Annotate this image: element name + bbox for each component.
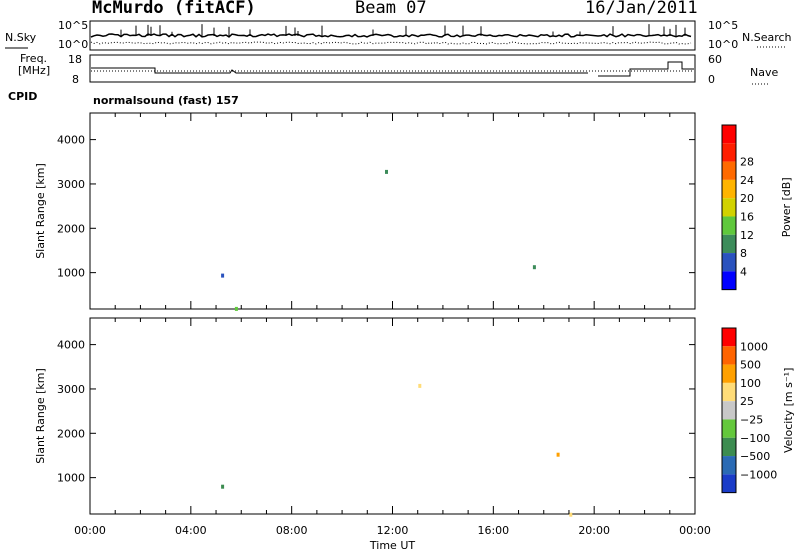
- velocity-colorbar-frame: [721, 327, 737, 494]
- power-colorbar-tick-label: 4: [740, 265, 747, 278]
- power-ytick-label: 4000: [57, 134, 85, 147]
- nsearch-tick-high: 10^5: [708, 19, 739, 32]
- power-colorbar-segment: [722, 161, 736, 180]
- power-colorbar-segment: [722, 271, 736, 290]
- velocity-colorbar-tick-label: −25: [740, 413, 763, 426]
- velocity-panel-frame: [89, 317, 696, 517]
- power-colorbar-segment: [722, 179, 736, 199]
- velocity-colorbar-tick-label: −100: [740, 432, 770, 445]
- power-colorbar-segment: [722, 198, 736, 217]
- xtick-label: 00:00: [679, 524, 711, 537]
- power-colorbar-segment: [722, 216, 736, 235]
- nsearch-line: [90, 41, 692, 45]
- freq-tick-high: 18: [68, 53, 82, 66]
- power-colorbar-tick-label: 20: [740, 192, 754, 205]
- station-title: McMurdo (fitACF): [92, 0, 256, 18]
- velocity-cell: [569, 512, 573, 517]
- velocity-colorbar-tick-label: 100: [740, 377, 761, 390]
- xtick-label: 00:00: [74, 524, 106, 537]
- nsky-tick-high: 10^5: [58, 19, 89, 32]
- cpid-value: normalsound (fast) 157: [93, 94, 239, 107]
- freq-line-2: [598, 61, 694, 77]
- xtick-label: 04:00: [175, 524, 207, 537]
- velocity-ytick-label: 1000: [57, 472, 85, 485]
- power-ylabel: Slant Range [km]: [34, 163, 47, 259]
- velocity-ylabel: Slant Range [km]: [34, 368, 47, 464]
- power-colorbar-segment: [722, 143, 736, 162]
- power-colorbar-label: Power [dB]: [780, 177, 793, 237]
- velocity-cell: [418, 383, 422, 388]
- velocity-colorbar-segment: [722, 364, 736, 383]
- velocity-colorbar-segment: [722, 346, 736, 365]
- velocity-colorbar-tick-label: −1000: [740, 468, 777, 481]
- power-colorbar-tick-label: 8: [740, 247, 747, 260]
- nsky-line: [90, 33, 692, 38]
- nsky-label: N.Sky: [5, 31, 37, 44]
- xlabel: Time UT: [369, 539, 415, 552]
- date-title: 16/Jan/2011: [585, 0, 698, 18]
- xtick-label: 12:00: [377, 524, 409, 537]
- power-cell: [221, 273, 225, 278]
- velocity-colorbar-segment: [722, 456, 736, 475]
- xtick-label: 20:00: [578, 524, 610, 537]
- power-cell: [532, 265, 536, 270]
- power-colorbar-segment: [722, 253, 736, 272]
- xtick-label: 16:00: [477, 524, 509, 537]
- power-colorbar-tick-label: 16: [740, 210, 754, 223]
- nsky-tick-low: 10^0: [58, 38, 89, 51]
- freq-label-line1: Freq.: [20, 52, 48, 65]
- velocity-colorbar-tick-label: 500: [740, 359, 761, 372]
- velocity-colorbar-label: Velocity [m s⁻¹]: [782, 368, 795, 453]
- power-ytick-label: 1000: [57, 267, 85, 280]
- power-colorbar-tick-label: 24: [740, 174, 754, 187]
- velocity-colorbar-segment: [722, 382, 736, 402]
- power-panel-frame: [89, 112, 696, 311]
- velocity-colorbar-tick-label: 25: [740, 395, 754, 408]
- velocity-cell: [221, 484, 225, 489]
- power-ytick-label: 2000: [57, 222, 85, 235]
- nsearch-tick-low: 10^0: [708, 38, 739, 51]
- xtick-label: 08:00: [276, 524, 308, 537]
- velocity-ytick-label: 2000: [57, 427, 85, 440]
- velocity-ytick-label: 3000: [57, 383, 85, 396]
- power-colorbar-tick-label: 12: [740, 229, 754, 242]
- nsearch-label: N.Search: [742, 31, 792, 44]
- power-cell: [385, 169, 388, 174]
- cpid-label: CPID: [8, 90, 38, 103]
- velocity-colorbar-segment: [722, 328, 736, 347]
- velocity-colorbar-tick-label: 1000: [740, 340, 768, 353]
- power-colorbar-frame: [721, 124, 737, 291]
- freq-panel: [89, 54, 696, 83]
- nsky-panel: [89, 20, 696, 51]
- velocity-colorbar-segment: [722, 474, 736, 493]
- power-colorbar-segment: [722, 125, 736, 144]
- beam-title: Beam 07: [355, 0, 427, 18]
- freq-label-line2: [MHz]: [18, 64, 51, 77]
- velocity-ytick-label: 4000: [57, 339, 85, 352]
- velocity-cell: [556, 452, 560, 457]
- nave-label: Nave: [750, 66, 779, 79]
- freq-tick-low: 8: [72, 73, 79, 86]
- nave-tick-low: 0: [708, 73, 715, 86]
- power-colorbar-tick-label: 28: [740, 156, 754, 169]
- freq-line: [91, 67, 588, 74]
- nave-tick-high: 60: [708, 53, 722, 66]
- velocity-colorbar-segment: [722, 401, 736, 420]
- power-colorbar-segment: [722, 234, 736, 254]
- power-cell: [234, 306, 238, 311]
- velocity-colorbar-tick-label: −500: [740, 450, 770, 463]
- power-ytick-label: 3000: [57, 178, 85, 191]
- velocity-colorbar-segment: [722, 437, 736, 457]
- velocity-colorbar-segment: [722, 419, 736, 438]
